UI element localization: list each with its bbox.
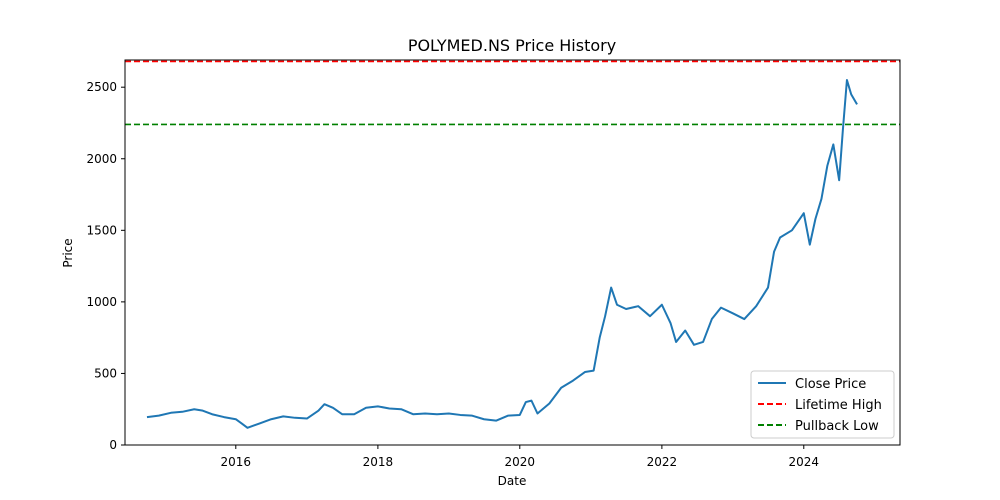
y-tick-label: 0: [109, 438, 117, 452]
close-price-line: [146, 79, 858, 429]
legend-label: Pullback Low: [795, 419, 879, 434]
x-tick-label: 2024: [789, 455, 820, 469]
legend-box: [750, 370, 895, 439]
legend: Close Price Lifetime High Pullback Low: [750, 370, 895, 439]
y-axis-title: Price: [61, 238, 75, 267]
legend-label: Close Price: [795, 377, 866, 392]
x-tick-label: 2022: [647, 455, 678, 469]
x-tick-label: 2018: [363, 455, 394, 469]
x-axis-title: Date: [498, 474, 527, 488]
y-tick-label: 2000: [86, 152, 117, 166]
y-tick-label: 500: [94, 366, 117, 380]
x-tick-label: 2016: [221, 455, 252, 469]
y-tick-label: 2500: [86, 80, 117, 94]
chart-title: POLYMED.NS Price History: [408, 36, 616, 55]
x-tick-label: 2020: [505, 455, 536, 469]
y-tick-label: 1500: [86, 223, 117, 237]
y-tick-label: 1000: [86, 295, 117, 309]
plot-frame: [124, 59, 901, 446]
legend-label: Lifetime High: [795, 398, 882, 413]
